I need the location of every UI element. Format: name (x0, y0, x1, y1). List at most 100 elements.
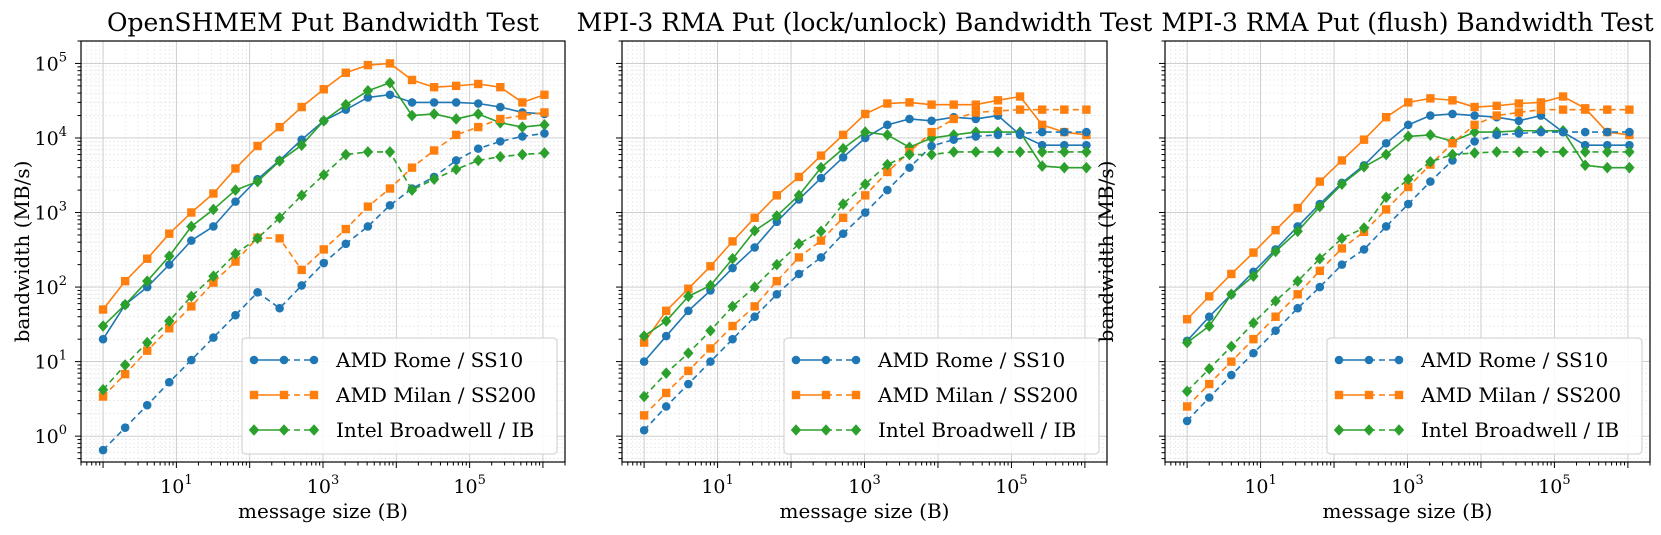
data-point-rome-solid (1037, 140, 1047, 150)
data-point-milan-dashed (1492, 111, 1501, 120)
data-point-rome-dashed (164, 377, 174, 387)
data-point-rome-solid (496, 102, 505, 112)
data-point-broadwell-dashed (1204, 363, 1215, 375)
data-point-rome-dashed (993, 130, 1003, 140)
data-point-milan-dashed (949, 114, 958, 124)
tick-exponent: 1 (1269, 473, 1277, 488)
tick-base: 10 (35, 128, 59, 150)
data-point-milan-dashed (1470, 120, 1479, 130)
data-point-broadwell-dashed (1403, 173, 1414, 185)
tick-base: 10 (701, 476, 725, 498)
data-point-milan-solid (662, 306, 671, 316)
data-point-milan-dashed (706, 344, 715, 353)
data-point-rome-solid (1381, 138, 1391, 148)
tick-exponent: 4 (59, 125, 67, 140)
data-point-broadwell-dashed (539, 147, 550, 159)
data-point-milan-dashed (662, 388, 671, 398)
data-point-broadwell-dashed (1226, 340, 1237, 353)
tick-base: 10 (35, 426, 59, 448)
data-point-milan-dashed (209, 278, 218, 287)
data-point-rome-solid (1602, 140, 1612, 150)
data-point-milan-solid (429, 83, 439, 92)
tick-exponent: 1 (59, 349, 67, 364)
legend-label: AMD Rome / SS10 (1420, 348, 1608, 372)
data-point-broadwell-solid (837, 142, 849, 155)
data-point-broadwell-dashed (252, 232, 263, 245)
data-point-broadwell-solid (406, 109, 418, 122)
data-point-rome-solid (639, 357, 649, 366)
data-point-milan-solid (120, 276, 130, 286)
data-point-rome-dashed (883, 185, 892, 195)
data-point-rome-solid (684, 306, 693, 316)
legend-handle-rome (249, 355, 319, 365)
legend-marker (309, 390, 319, 400)
x-tick-label: 105 (995, 473, 1027, 498)
data-point-milan-solid (143, 254, 152, 263)
legend-marker (851, 355, 861, 365)
data-point-rome-dashed (794, 269, 804, 279)
data-point-milan-dashed (1580, 105, 1590, 114)
data-point-milan-solid (209, 189, 218, 198)
data-point-broadwell-dashed (1557, 146, 1569, 158)
data-point-milan-solid (1470, 102, 1479, 112)
data-point-rome-dashed (1204, 393, 1214, 402)
data-point-milan-solid (927, 100, 936, 109)
tick-exponent: 3 (872, 473, 880, 488)
y-tick-label: 104 (35, 125, 67, 150)
data-point-rome-solid (1403, 120, 1413, 130)
data-point-milan-solid (706, 262, 715, 271)
data-point-milan-solid (231, 164, 240, 173)
data-point-milan-dashed (1603, 105, 1612, 114)
data-point-milan-solid (1426, 94, 1435, 103)
data-point-rome-dashed (98, 445, 108, 455)
data-point-broadwell-solid (1292, 225, 1303, 238)
legend-handle-milan (791, 390, 861, 400)
data-point-rome-dashed (1015, 129, 1025, 138)
data-point-broadwell-dashed (384, 146, 396, 158)
data-point-rome-dashed (1470, 137, 1479, 146)
data-point-milan-solid (1558, 92, 1568, 101)
tick-base: 10 (307, 476, 331, 498)
data-point-broadwell-dashed (1535, 146, 1547, 158)
data-point-rome-dashed (1249, 348, 1258, 358)
data-point-rome-solid (98, 334, 108, 344)
series-line-broadwell-dashed (1186, 151, 1630, 392)
data-point-milan-dashed (474, 122, 483, 132)
legend-box (1326, 337, 1643, 455)
data-point-rome-dashed (684, 379, 693, 389)
tick-exponent: 5 (1562, 473, 1570, 488)
series-group (97, 59, 550, 455)
data-point-rome-dashed (1536, 127, 1546, 137)
data-point-milan-dashed (927, 127, 936, 137)
data-point-rome-solid (971, 114, 981, 124)
data-point-rome-solid (231, 197, 240, 206)
data-point-rome-dashed (860, 208, 870, 217)
data-point-milan-dashed (1205, 379, 1214, 389)
data-point-rome-solid (860, 133, 870, 143)
chart-title: MPI-3 RMA Put (lock/unlock) Bandwidth Te… (577, 8, 1153, 37)
data-point-broadwell-solid (771, 210, 782, 222)
data-point-milan-dashed (1404, 182, 1413, 192)
legend-marker (1333, 424, 1345, 436)
data-point-broadwell-solid (450, 113, 462, 125)
data-point-broadwell-dashed (186, 290, 197, 303)
data-point-rome-dashed (120, 423, 130, 432)
data-point-rome-solid (142, 282, 152, 292)
data-point-rome-dashed (1426, 177, 1435, 186)
plot-frame (80, 40, 566, 463)
data-point-rome-dashed (319, 258, 329, 268)
data-point-milan-dashed (518, 111, 527, 120)
data-point-milan-dashed (1558, 105, 1568, 114)
data-point-broadwell-solid (1059, 161, 1070, 174)
legend: AMD Rome / SS10 AMD Milan / SS200 Intel Br… (783, 337, 1100, 455)
data-point-milan-solid (1227, 269, 1236, 279)
data-point-rome-dashed (639, 425, 649, 435)
data-point-broadwell-dashed (1059, 146, 1070, 158)
data-point-rome-solid (838, 153, 848, 162)
data-point-rome-solid (209, 222, 218, 231)
data-point-milan-dashed (1082, 105, 1091, 114)
data-point-rome-dashed (1082, 127, 1091, 137)
tick-base: 10 (848, 476, 872, 498)
chart-title: OpenSHMEM Put Bandwidth Test (107, 8, 539, 37)
